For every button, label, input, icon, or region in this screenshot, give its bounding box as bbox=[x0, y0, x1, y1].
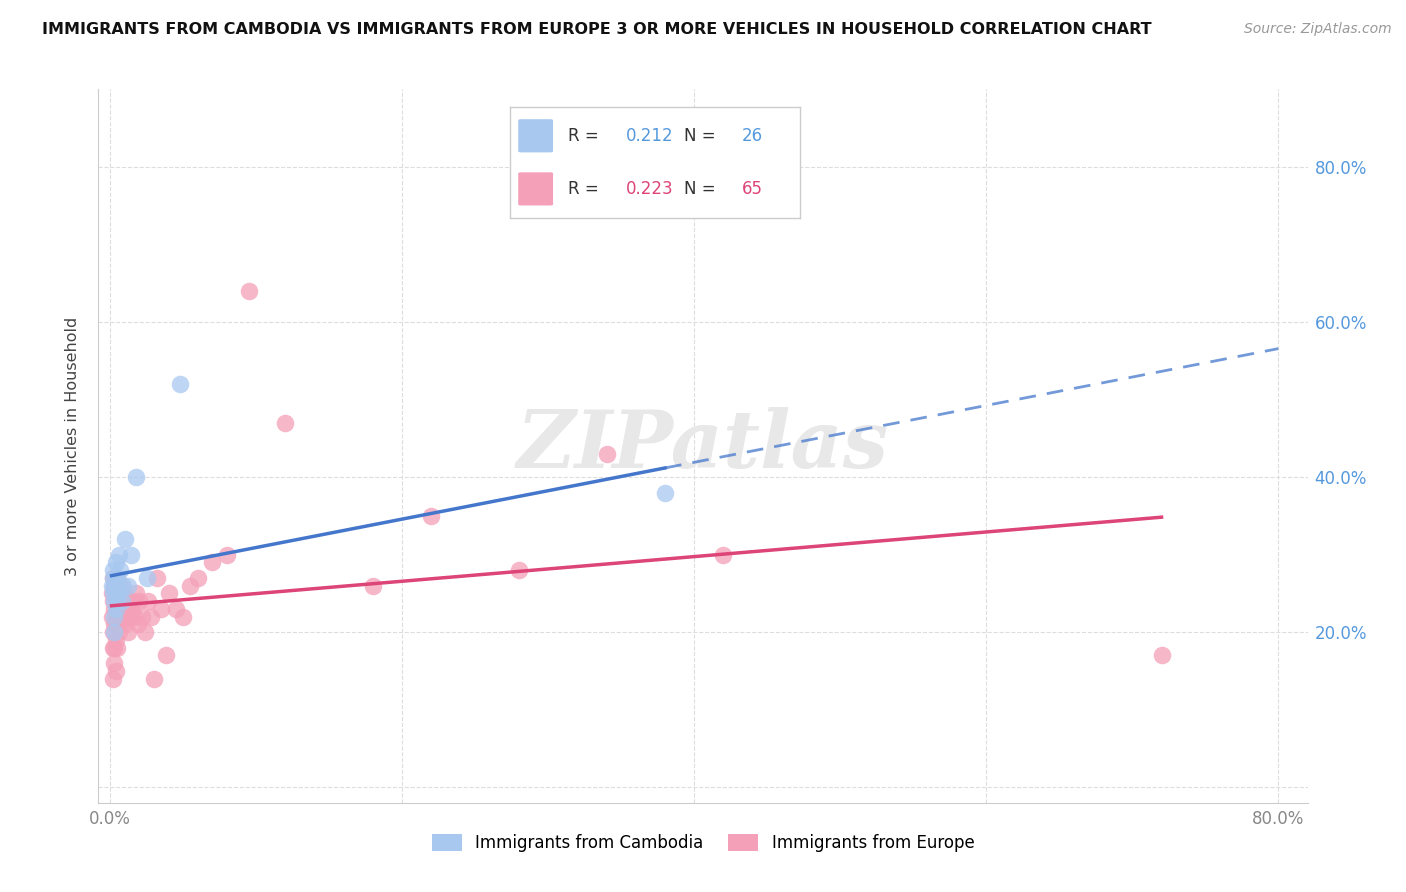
Point bbox=[103, 617, 125, 632]
Point bbox=[103, 579, 125, 593]
Point bbox=[117, 609, 139, 624]
Point bbox=[103, 640, 125, 655]
Point bbox=[139, 609, 162, 624]
Point bbox=[125, 470, 148, 484]
Point bbox=[120, 548, 142, 562]
Point bbox=[172, 609, 194, 624]
Point bbox=[112, 586, 135, 600]
Point bbox=[114, 594, 136, 608]
Point bbox=[104, 609, 127, 624]
Point bbox=[104, 664, 127, 678]
Point bbox=[114, 617, 136, 632]
Point bbox=[108, 579, 131, 593]
Point bbox=[274, 416, 297, 430]
Point bbox=[107, 594, 129, 608]
Point bbox=[136, 594, 159, 608]
Point bbox=[111, 602, 134, 616]
Point bbox=[508, 563, 530, 577]
Point bbox=[108, 548, 131, 562]
Y-axis label: 3 or more Vehicles in Household: 3 or more Vehicles in Household bbox=[65, 317, 80, 575]
Point bbox=[112, 579, 135, 593]
Point bbox=[127, 617, 149, 632]
Point bbox=[361, 579, 384, 593]
Point bbox=[187, 571, 209, 585]
Text: IMMIGRANTS FROM CAMBODIA VS IMMIGRANTS FROM EUROPE 3 OR MORE VEHICLES IN HOUSEHO: IMMIGRANTS FROM CAMBODIA VS IMMIGRANTS F… bbox=[42, 22, 1152, 37]
Point bbox=[201, 555, 224, 569]
Point bbox=[150, 602, 173, 616]
Point bbox=[108, 602, 131, 616]
Point bbox=[713, 548, 735, 562]
Point bbox=[101, 563, 124, 577]
Point bbox=[155, 648, 177, 663]
Point bbox=[111, 594, 134, 608]
Point bbox=[134, 625, 156, 640]
Point bbox=[169, 376, 191, 391]
Point bbox=[100, 579, 122, 593]
Point bbox=[146, 571, 169, 585]
Point bbox=[103, 609, 125, 624]
Point bbox=[107, 579, 129, 593]
Point bbox=[103, 602, 125, 616]
Point bbox=[135, 571, 157, 585]
Point bbox=[115, 602, 138, 616]
Point bbox=[103, 579, 125, 593]
Point bbox=[118, 594, 141, 608]
Point bbox=[125, 586, 148, 600]
Point bbox=[1150, 648, 1173, 663]
Point bbox=[107, 617, 129, 632]
Point bbox=[117, 579, 139, 593]
Point bbox=[108, 625, 131, 640]
Point bbox=[107, 571, 129, 585]
Point bbox=[654, 485, 676, 500]
Point bbox=[104, 586, 127, 600]
Point bbox=[121, 602, 143, 616]
Point bbox=[120, 609, 142, 624]
Point bbox=[114, 532, 136, 546]
Point bbox=[101, 594, 124, 608]
Point bbox=[122, 594, 145, 608]
Point bbox=[420, 508, 443, 523]
Point bbox=[104, 602, 127, 616]
Point bbox=[101, 571, 124, 585]
Point bbox=[100, 609, 122, 624]
Point bbox=[101, 625, 124, 640]
Point bbox=[101, 672, 124, 686]
Point bbox=[111, 579, 134, 593]
Point bbox=[112, 609, 135, 624]
Point bbox=[100, 586, 122, 600]
Point bbox=[101, 640, 124, 655]
Point bbox=[215, 548, 238, 562]
Point bbox=[107, 571, 129, 585]
Point bbox=[124, 609, 146, 624]
Point bbox=[104, 555, 127, 569]
Point bbox=[238, 284, 260, 298]
Point bbox=[142, 672, 165, 686]
Point bbox=[104, 632, 127, 647]
Point bbox=[110, 586, 132, 600]
Text: Source: ZipAtlas.com: Source: ZipAtlas.com bbox=[1244, 22, 1392, 37]
Point bbox=[110, 563, 132, 577]
Point bbox=[103, 656, 125, 670]
Point bbox=[128, 594, 150, 608]
Point bbox=[131, 609, 153, 624]
Text: ZIPatlas: ZIPatlas bbox=[517, 408, 889, 484]
Point bbox=[104, 586, 127, 600]
Point bbox=[117, 625, 139, 640]
Legend: Immigrants from Cambodia, Immigrants from Europe: Immigrants from Cambodia, Immigrants fro… bbox=[425, 827, 981, 859]
Point bbox=[110, 609, 132, 624]
Point bbox=[108, 586, 131, 600]
Point bbox=[107, 640, 129, 655]
Point bbox=[179, 579, 201, 593]
Point bbox=[107, 594, 129, 608]
Point bbox=[103, 625, 125, 640]
Point bbox=[165, 602, 187, 616]
Point bbox=[101, 586, 124, 600]
Point bbox=[103, 594, 125, 608]
Point bbox=[595, 447, 617, 461]
Point bbox=[101, 571, 124, 585]
Point bbox=[157, 586, 180, 600]
